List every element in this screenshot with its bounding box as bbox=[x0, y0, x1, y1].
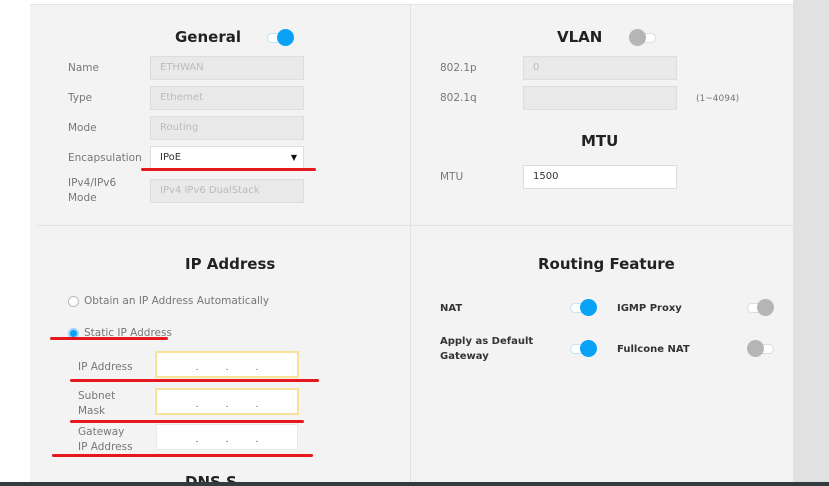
wan-settings-panel bbox=[30, 4, 793, 482]
mode-label: Mode bbox=[68, 122, 97, 134]
type-field: Ethernet bbox=[150, 86, 304, 110]
general-title: General bbox=[175, 28, 241, 46]
ip-address-title: IP Address bbox=[185, 255, 276, 273]
8021p-field[interactable]: 0 bbox=[523, 56, 677, 80]
dns-title: DNS S bbox=[185, 473, 237, 482]
fullcone-nat-toggle[interactable] bbox=[747, 340, 774, 357]
8021q-field[interactable] bbox=[523, 86, 677, 110]
fullcone-nat-label: Fullcone NAT bbox=[617, 344, 690, 355]
vlan-title: VLAN bbox=[557, 28, 603, 46]
scroll-gutter bbox=[793, 0, 829, 482]
encapsulation-select[interactable]: IPoE ▼ bbox=[150, 146, 304, 170]
gateway-label: Gateway IP Address bbox=[78, 426, 133, 453]
annotation-underline bbox=[141, 168, 316, 171]
encapsulation-label: Encapsulation bbox=[68, 152, 142, 164]
mode-field: Routing bbox=[150, 116, 304, 140]
ip-mode-field: IPv4 IPv6 DualStack bbox=[150, 179, 304, 203]
name-label: Name bbox=[68, 62, 99, 74]
annotation-underline bbox=[50, 337, 168, 340]
chevron-down-icon: ▼ bbox=[290, 153, 297, 162]
general-toggle[interactable] bbox=[267, 29, 294, 46]
default-gateway-toggle[interactable] bbox=[570, 340, 597, 357]
name-field: ETHWAN bbox=[150, 56, 304, 80]
mtu-label: MTU bbox=[440, 171, 464, 183]
mtu-title: MTU bbox=[581, 132, 619, 150]
annotation-underline bbox=[70, 420, 304, 423]
8021p-label: 802.1p bbox=[440, 62, 477, 74]
obtain-auto-label[interactable]: Obtain an IP Address Automatically bbox=[84, 295, 270, 307]
static-ip-label[interactable]: Static IP Address bbox=[84, 327, 172, 339]
obtain-auto-radio[interactable] bbox=[68, 296, 79, 307]
ip-address-label: IP Address bbox=[78, 361, 133, 373]
8021q-hint: (1~4094) bbox=[696, 94, 740, 104]
ip-address-input[interactable]: ... bbox=[155, 351, 299, 378]
type-label: Type bbox=[68, 92, 93, 104]
default-gateway-label: Apply as Default Gateway bbox=[440, 336, 534, 362]
encapsulation-value: IPoE bbox=[160, 152, 182, 163]
igmp-proxy-toggle[interactable] bbox=[747, 299, 774, 316]
taskbar bbox=[0, 482, 829, 486]
8021q-label: 802.1q bbox=[440, 92, 477, 104]
subnet-mask-input[interactable]: ... bbox=[155, 388, 299, 415]
mtu-field[interactable]: 1500 bbox=[523, 165, 677, 189]
gateway-input[interactable]: ... bbox=[156, 424, 298, 450]
ip-mode-label: IPv4/IPv6 Mode bbox=[68, 177, 117, 204]
divider bbox=[38, 225, 793, 226]
igmp-proxy-label: IGMP Proxy bbox=[617, 303, 682, 314]
subnet-mask-label: Subnet Mask bbox=[78, 390, 116, 417]
annotation-underline bbox=[70, 379, 319, 382]
annotation-underline bbox=[52, 454, 313, 457]
vlan-toggle[interactable] bbox=[629, 29, 656, 46]
divider bbox=[410, 4, 411, 482]
nat-toggle[interactable] bbox=[570, 299, 597, 316]
routing-title: Routing Feature bbox=[538, 255, 675, 273]
nat-label: NAT bbox=[440, 303, 463, 314]
